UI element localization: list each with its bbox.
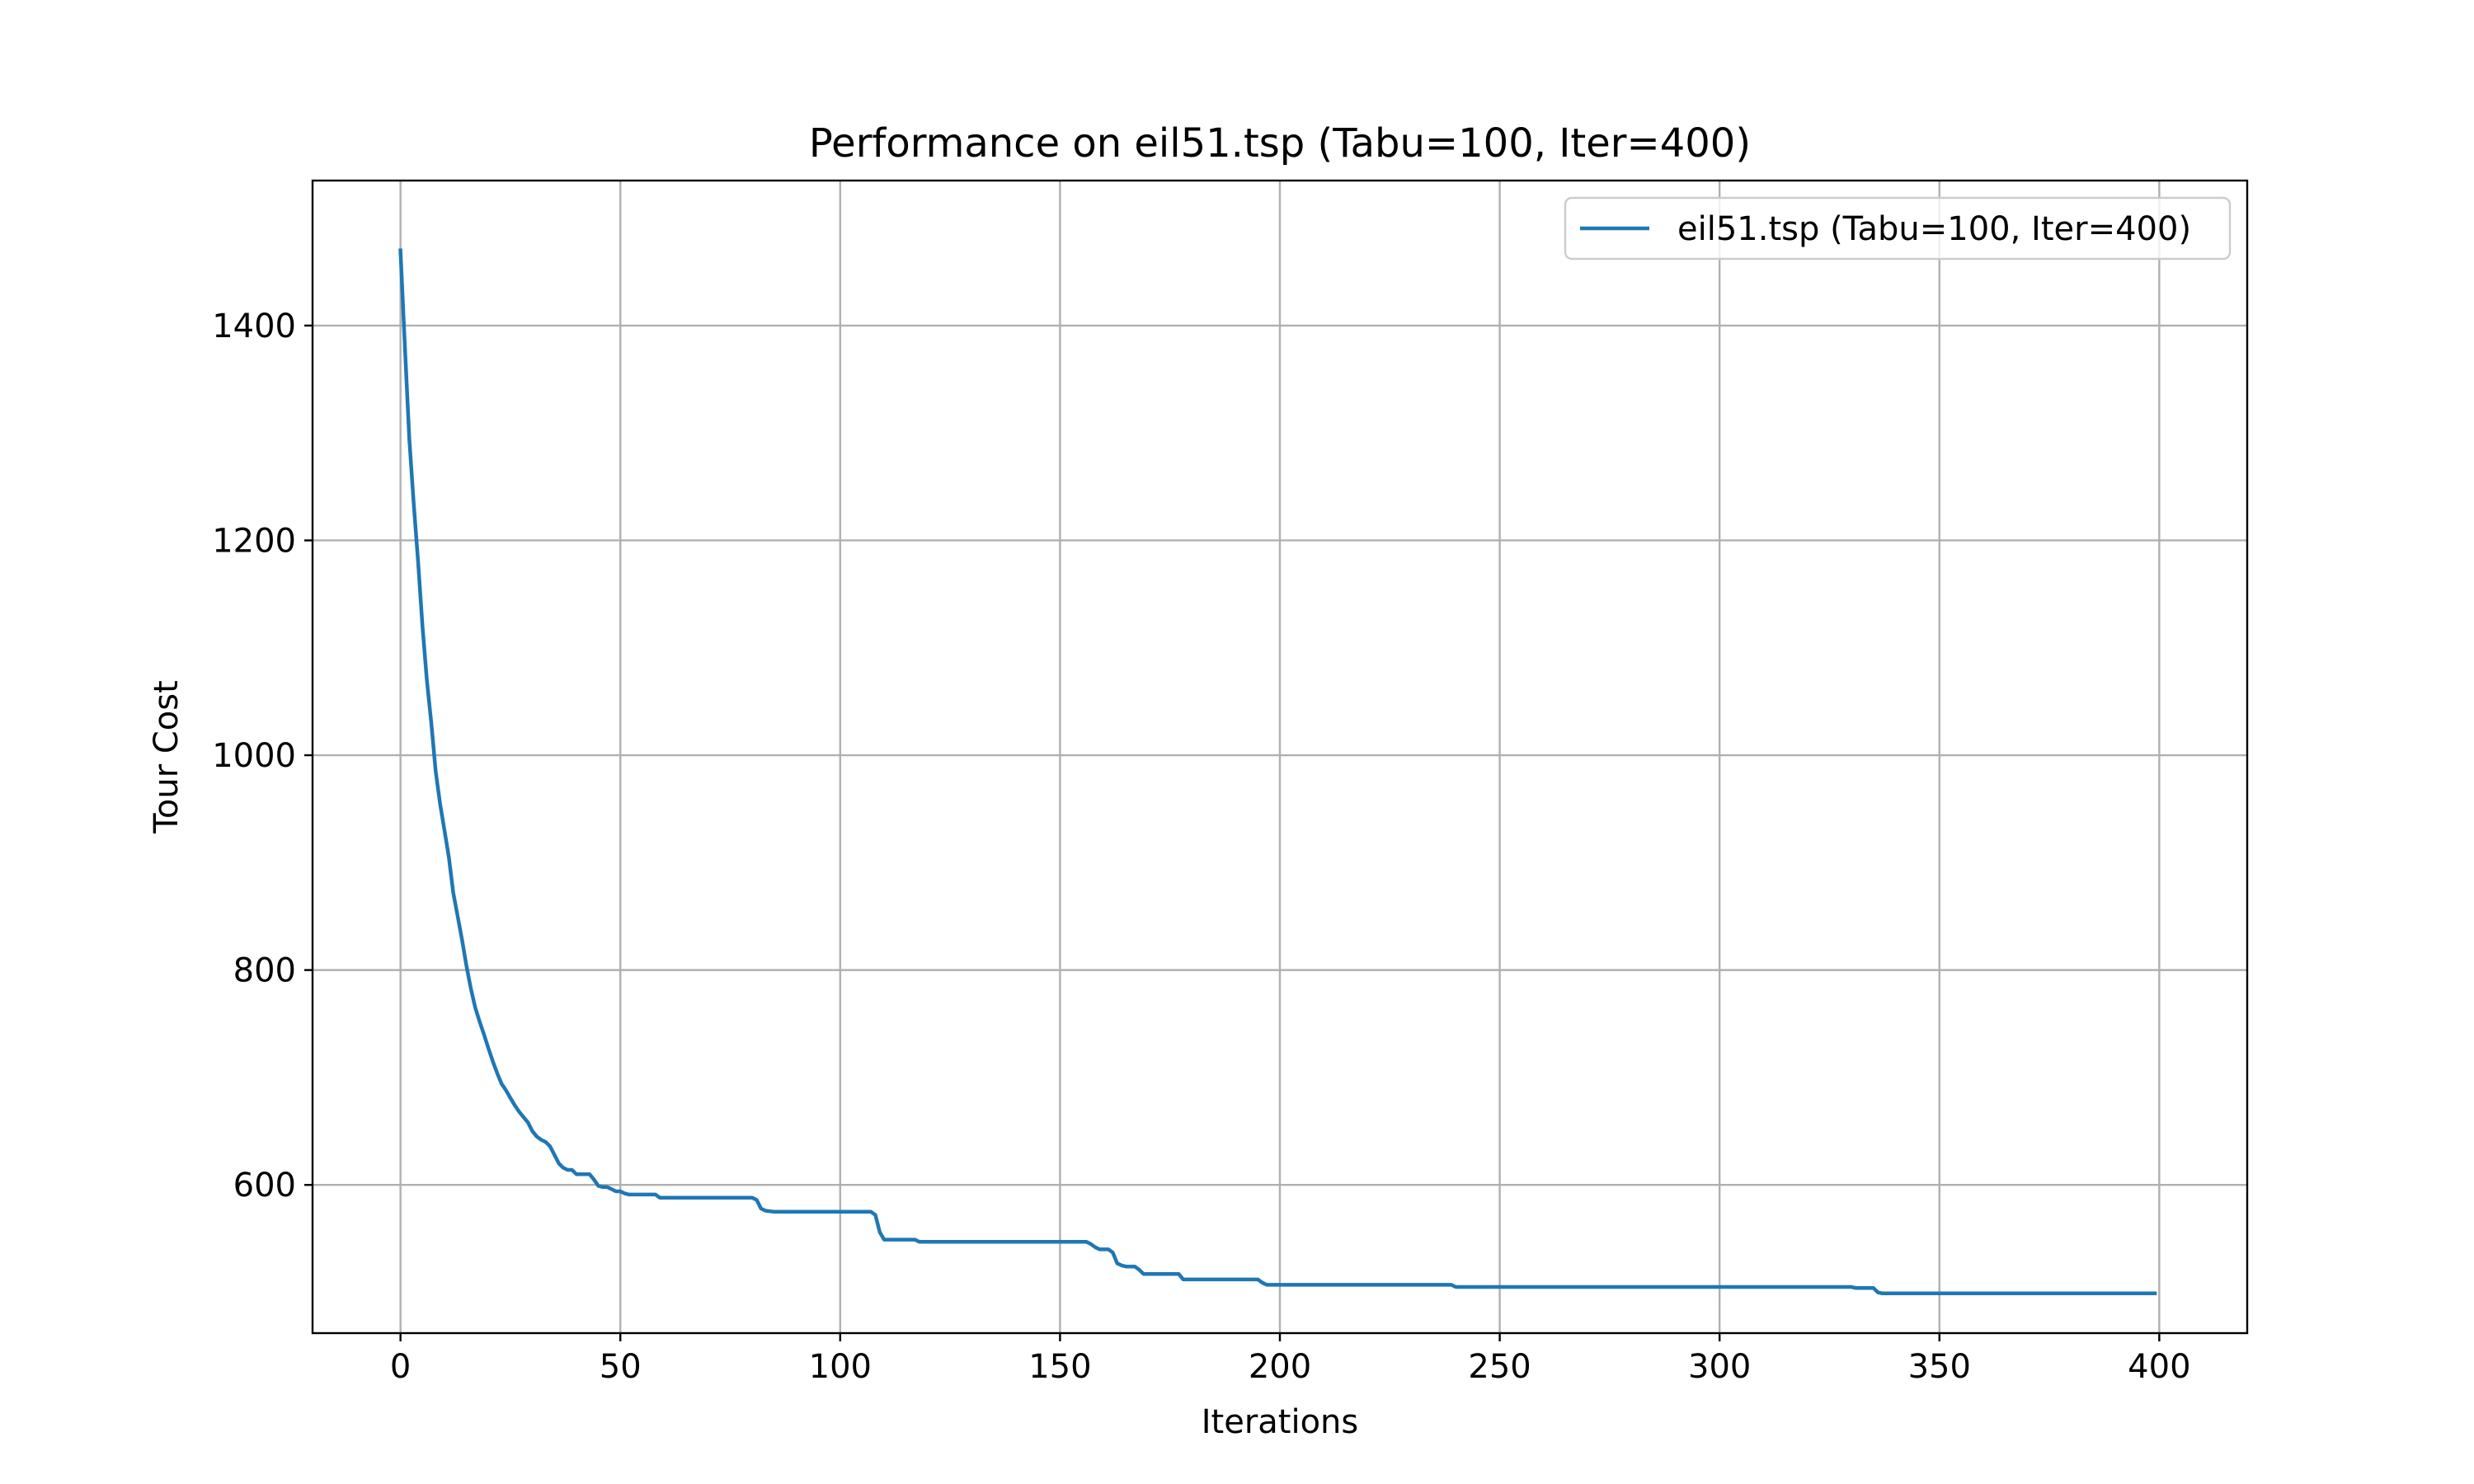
x-tick-label: 0 xyxy=(390,1348,411,1386)
y-tick-label: 1000 xyxy=(212,737,296,775)
legend-frame xyxy=(1564,196,2232,261)
x-tick-label: 350 xyxy=(1908,1348,1971,1386)
x-tick-label: 100 xyxy=(809,1348,872,1386)
grid xyxy=(313,181,2247,1333)
y-tick-label: 800 xyxy=(233,952,296,990)
x-tick-label: 300 xyxy=(1688,1348,1751,1386)
y-axis-label: Tour Cost xyxy=(148,680,186,834)
x-axis-label: Iterations xyxy=(1202,1403,1359,1441)
x-tick-label: 200 xyxy=(1249,1348,1311,1386)
x-tick-label: 50 xyxy=(600,1348,642,1386)
x-tick-label: 150 xyxy=(1028,1348,1091,1386)
series-layer xyxy=(398,248,2157,1296)
series-line xyxy=(398,248,2157,1296)
legend-label: eil51.tsp (Tabu=100, Iter=400) xyxy=(1677,210,2191,248)
ticks: 0 50 100 150 200 250 300 350 400 600 800 1000 1200 14… xyxy=(212,308,2190,1386)
x-tick-label: 400 xyxy=(2128,1348,2190,1386)
x-tick-label: 250 xyxy=(1468,1348,1531,1386)
legend: eil51.tsp (Tabu=100, Iter=400) xyxy=(1564,196,2232,261)
y-tick-label: 1400 xyxy=(212,308,296,345)
chart-title: Performance on eil51.tsp (Tabu=100, Iter… xyxy=(809,120,1751,167)
y-tick-label: 600 xyxy=(233,1167,296,1205)
y-tick-label: 1200 xyxy=(212,522,296,560)
